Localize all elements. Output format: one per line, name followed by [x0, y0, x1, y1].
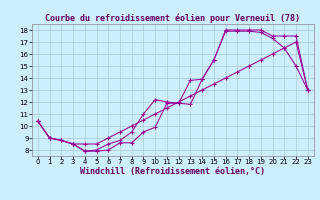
Title: Courbe du refroidissement éolien pour Verneuil (78): Courbe du refroidissement éolien pour Ve… [45, 14, 300, 23]
X-axis label: Windchill (Refroidissement éolien,°C): Windchill (Refroidissement éolien,°C) [80, 167, 265, 176]
